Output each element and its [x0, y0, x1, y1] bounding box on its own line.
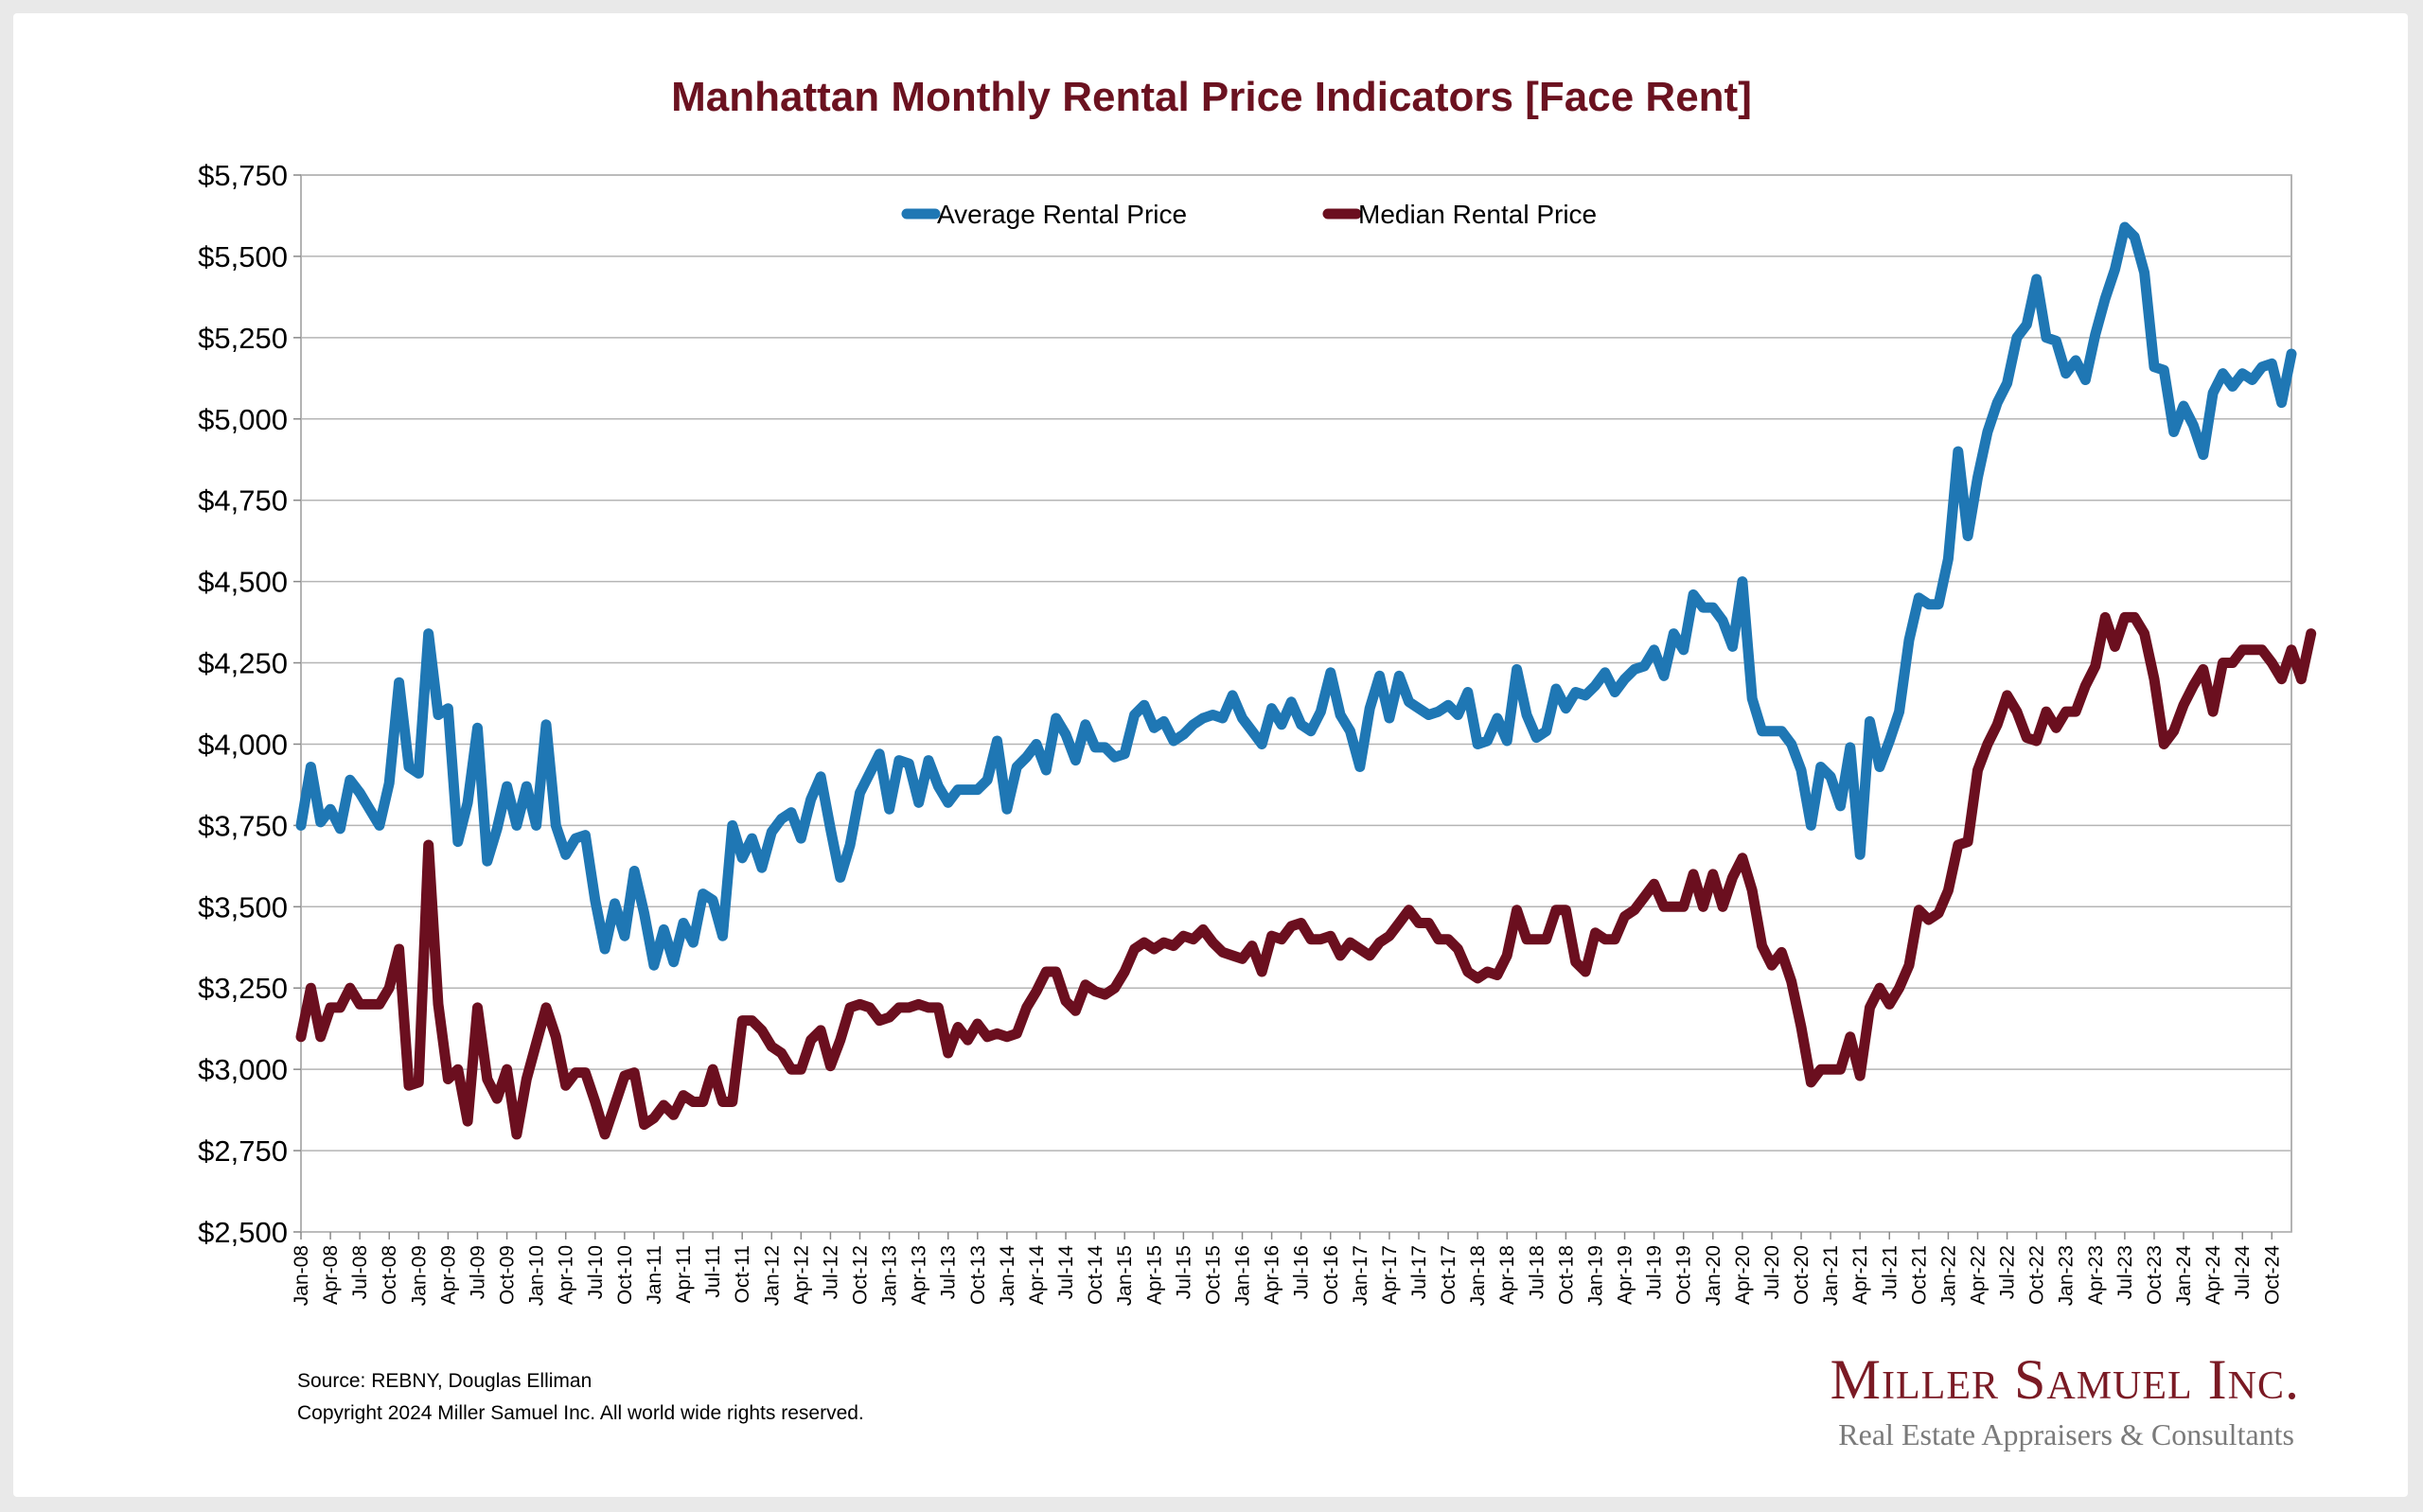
y-tick-label: $3,500 — [198, 890, 288, 923]
x-tick-label: Apr-24 — [2202, 1245, 2224, 1305]
x-tick-label: Oct-10 — [614, 1245, 636, 1305]
x-tick-label: Oct-15 — [1202, 1245, 1224, 1305]
legend: Average Rental Price Median Rental Price — [901, 200, 1597, 229]
x-tick-label: Oct-20 — [1791, 1245, 1813, 1305]
x-tick-label: Oct-18 — [1555, 1245, 1577, 1305]
x-tick-label: Apr-09 — [437, 1245, 459, 1305]
x-tick-label: Oct-13 — [967, 1245, 989, 1305]
x-tick-label: Jul-23 — [2114, 1245, 2136, 1299]
y-tick-label: $5,000 — [198, 403, 288, 436]
y-tick-label: $4,500 — [198, 566, 288, 599]
x-tick-label: Apr-12 — [790, 1245, 812, 1305]
x-tick-label: Jul-17 — [1408, 1245, 1430, 1299]
x-tick-label: Jul-09 — [467, 1245, 488, 1299]
x-tick-label: Apr-17 — [1379, 1245, 1401, 1305]
x-tick-label: Jul-15 — [1173, 1245, 1194, 1299]
x-tick-label: Jul-18 — [1526, 1245, 1548, 1299]
x-tick-label: Jan-17 — [1350, 1245, 1371, 1306]
x-tick-label: Jul-22 — [1997, 1245, 2019, 1299]
x-tick-label: Apr-08 — [320, 1245, 342, 1305]
x-tick-label: Jul-16 — [1291, 1245, 1313, 1299]
source-text: Source: REBNY, Douglas Elliman — [297, 1370, 592, 1392]
copyright-text: Copyright 2024 Miller Samuel Inc. All wo… — [297, 1402, 864, 1424]
series-lines — [295, 221, 2317, 1140]
x-tick-label: Jan-16 — [1232, 1245, 1254, 1306]
x-tick-label: Apr-18 — [1496, 1245, 1518, 1305]
x-tick-label: Jan-21 — [1820, 1245, 1842, 1306]
x-tick-label: Jul-11 — [702, 1245, 724, 1298]
y-tick-label: $4,750 — [198, 484, 288, 518]
x-tick-label: Jul-21 — [1879, 1245, 1901, 1299]
x-tick-label: Jan-13 — [879, 1245, 901, 1306]
x-tick-label: Jul-13 — [938, 1245, 960, 1299]
x-tick-label: Apr-14 — [1026, 1245, 1048, 1305]
x-tick-label: Apr-21 — [1849, 1245, 1871, 1305]
x-tick-label: Jan-24 — [2173, 1245, 2195, 1307]
x-tick-label: Oct-11 — [732, 1245, 753, 1303]
x-tick-label: Jan-23 — [2056, 1245, 2078, 1306]
x-tick-label: Oct-14 — [1085, 1245, 1106, 1305]
y-tick-label: $4,250 — [198, 647, 288, 680]
chart-title: Manhattan Monthly Rental Price Indicator… — [671, 74, 1752, 120]
x-tick-label: Oct-23 — [2144, 1245, 2166, 1305]
x-tick-label: Jul-12 — [820, 1245, 841, 1299]
source-note: Source: REBNY, Douglas Elliman Copyright… — [297, 1365, 864, 1430]
y-tick-label: $2,500 — [198, 1216, 288, 1249]
x-tick-label: Jan-18 — [1467, 1245, 1489, 1306]
x-tick-label: Oct-21 — [1908, 1245, 1930, 1305]
series-line-0 — [295, 221, 2297, 971]
x-tick-label: Jan-11 — [644, 1245, 665, 1305]
series-line-1 — [295, 611, 2317, 1140]
x-tick-label: Oct-19 — [1673, 1245, 1695, 1305]
grid-lines — [300, 174, 2292, 1233]
x-tick-label: Jul-24 — [2232, 1245, 2254, 1300]
x-tick-label: Oct-17 — [1438, 1245, 1459, 1305]
legend-label: Median Rental Price — [1358, 200, 1597, 229]
x-tick-label: Jan-14 — [997, 1245, 1018, 1307]
brand-tagline: Real Estate Appraisers & Consultants — [1838, 1417, 2294, 1451]
x-tick-label: Jan-09 — [408, 1245, 430, 1306]
y-tick-label: $4,000 — [198, 728, 288, 761]
x-tick-label: Oct-24 — [2261, 1245, 2283, 1305]
x-tick-label: Jul-10 — [585, 1245, 607, 1299]
x-tick-label: Jan-15 — [1114, 1245, 1136, 1306]
x-tick-label: Jan-20 — [1703, 1245, 1724, 1306]
y-tick-label: $5,750 — [198, 159, 288, 192]
brand-logo-name: Miller Samuel Inc. — [1830, 1348, 2300, 1411]
y-axis-ticks: $2,500 $2,750 $3,000 $3,250 $3,500 $3,750 $4,0… — [198, 159, 301, 1249]
x-tick-label: Oct-08 — [379, 1245, 400, 1305]
x-tick-label: Oct-16 — [1320, 1245, 1342, 1305]
x-axis-ticks: Jan-08 Apr-08 Jul-08 Oct-08 Jan-09 Apr-09 Jul-… — [291, 1232, 2283, 1306]
x-tick-label: Jan-08 — [291, 1245, 312, 1306]
x-tick-label: Apr-10 — [556, 1245, 577, 1305]
x-tick-label: Jan-12 — [761, 1245, 783, 1306]
legend-label: Average Rental Price — [937, 200, 1187, 229]
x-tick-label: Apr-23 — [2085, 1245, 2107, 1305]
x-tick-label: Jul-20 — [1761, 1245, 1783, 1299]
x-tick-label: Jul-14 — [1055, 1245, 1077, 1300]
y-tick-label: $3,000 — [198, 1053, 288, 1086]
x-tick-label: Apr-20 — [1732, 1245, 1754, 1305]
x-tick-label: Oct-22 — [2026, 1245, 2048, 1305]
y-tick-label: $3,750 — [198, 809, 288, 842]
x-tick-label: Apr-11 — [673, 1245, 695, 1303]
x-tick-label: Jan-10 — [526, 1245, 548, 1306]
x-tick-label: Jan-19 — [1584, 1245, 1606, 1306]
x-tick-label: Jul-08 — [349, 1245, 371, 1299]
x-tick-label: Apr-16 — [1262, 1245, 1283, 1305]
y-tick-label: $5,500 — [198, 240, 288, 273]
y-tick-label: $2,750 — [198, 1134, 288, 1168]
x-tick-label: Apr-19 — [1615, 1245, 1636, 1305]
x-tick-label: Oct-12 — [849, 1245, 871, 1305]
x-tick-label: Jan-22 — [1937, 1245, 1959, 1306]
x-tick-label: Apr-22 — [1967, 1245, 1989, 1305]
x-tick-label: Apr-15 — [1143, 1245, 1165, 1305]
x-tick-label: Jul-19 — [1644, 1245, 1666, 1299]
y-tick-label: $5,250 — [198, 322, 288, 355]
x-tick-label: Apr-13 — [909, 1245, 930, 1305]
x-tick-label: Oct-09 — [497, 1245, 519, 1305]
y-tick-label: $3,250 — [198, 972, 288, 1005]
